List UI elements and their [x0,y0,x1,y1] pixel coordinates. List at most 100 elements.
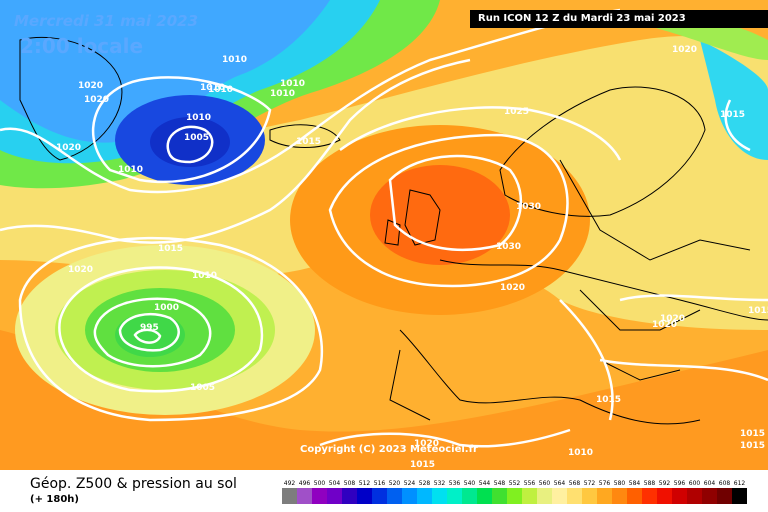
isobar-label: 1020 [660,314,685,324]
colorbar-tick-label: 576 [599,480,611,487]
colorbar-tick-label: 588 [644,480,656,487]
colorbar-cell [462,488,477,504]
colorbar-labels: 492 496 500 504 508 512 516 520 524 528 532 536 540 5… [284,480,746,487]
isobar-995-cutoff [133,328,162,344]
colorbar-tick-label: 580 [614,480,626,487]
model-run-label: Run ICON 12 Z du Mardi 23 mai 2023 [470,10,768,28]
colorbar-cell [327,488,342,504]
colorbar-cell [492,488,507,504]
colorbar-cell [582,488,597,504]
isobar-label: 1010 [192,271,217,281]
colorbar-tick-label: 568 [569,480,581,487]
z500-colorbar: 492 496 500 504 508 512 516 520 524 528 532 536 540 5… [282,480,747,504]
isobar-label: 1015 [296,137,321,147]
isobar-1020-w [0,58,471,244]
isobar-label: 1020 [84,95,109,105]
colorbar-tick-label: 532 [434,480,446,487]
colorbar-tick-label: 556 [524,480,536,487]
z500-field-lightblue [0,0,330,143]
colorbar-cell [417,488,432,504]
colorbar-tick-label: 604 [704,480,716,487]
colorbar-tick-label: 584 [629,480,641,487]
legend-subtitle: (+ 180h) [30,494,79,505]
isobar-1010-cutoff [58,266,264,393]
colorbar-tick-label: 600 [689,480,701,487]
isobar-label: 1010 [280,79,305,89]
colorbar-cell [657,488,672,504]
colorbar-tick-label: 500 [314,480,326,487]
colorbar-cell [717,488,732,504]
isobar-label: 1020 [78,81,103,91]
colorbar-cell [732,488,747,504]
isobar-label: 1020 [56,143,81,153]
isobar-label: 1020 [68,265,93,275]
colorbar-cell [597,488,612,504]
colorbar-tick-label: 608 [719,480,731,487]
iceland-coast [269,124,341,148]
colorbar-cell [702,488,717,504]
colorbar-cell [312,488,327,504]
isobar-label: 1015 [748,306,768,316]
colorbar-cell [402,488,417,504]
colorbar-cell [447,488,462,504]
isobar-label: 1020 [652,320,677,330]
isobar-label: 1015 [158,244,183,254]
colorbar-cell [687,488,702,504]
isobar-label: 1025 [504,107,529,117]
colorbar-cell [477,488,492,504]
colorbar-cell [297,488,312,504]
colorbar-tick-label: 536 [449,480,461,487]
colorbar-cell [612,488,627,504]
colorbar-tick-label: 544 [479,480,491,487]
colorbar-tick-label: 524 [404,480,416,487]
isobar-label: 1020 [500,283,525,293]
isobar-label: 1015 [410,460,435,470]
isobar-label: 1010 [186,113,211,123]
colorbar-tick-label: 508 [344,480,356,487]
z500-ridge-core [370,165,510,265]
colorbar-tick-label: 496 [299,480,311,487]
colorbar-tick-label: 504 [329,480,341,487]
colorbar-tick-label: 548 [494,480,506,487]
colorbar-cell [672,488,687,504]
colorbar-cell [537,488,552,504]
colorbar-tick-label: 552 [509,480,521,487]
colorbar-tick-label: 564 [554,480,566,487]
isobar-label: 1015 [720,110,745,120]
isobar-1000-cutoff [118,313,180,352]
isobar-label: 1000 [154,303,179,313]
copyright-text: Copyright (C) 2023 Meteociel.fr [300,444,478,455]
forecast-time: 2:00 locale [20,34,144,58]
isobar-1025 [339,106,622,161]
isobar-1020-east [619,294,768,302]
colorbar-cell [642,488,657,504]
colorbar-tick-label: 516 [374,480,386,487]
isobar-1015-ne [724,99,751,152]
colorbar-cell [552,488,567,504]
z500-field-south [0,330,768,470]
isobar-label: 1005 [190,383,215,393]
isobar-label: 995 [140,323,159,333]
colorbar-cell [342,488,357,504]
isobar-1020-south [319,428,571,448]
isobar-label: 1015 [740,441,765,451]
legend-title: Géop. Z500 & pression au sol [30,476,237,492]
isobar-label: 1030 [496,242,521,252]
colorbar-cell [357,488,372,504]
isobar-label: 1015 [596,395,621,405]
z500-field-ne-cyan [700,40,768,160]
colorbar-cell [432,488,447,504]
isobar-label: 1005 [184,133,209,143]
isobar-label: 1020 [672,45,697,55]
colorbar-tick-label: 596 [674,480,686,487]
isobar-1005-low [166,125,214,164]
isobar-label: 1010 [568,448,593,458]
isobar-label: 1010 [208,85,233,95]
colorbar-cell [627,488,642,504]
isobar-1005-cutoff [93,297,212,368]
colorbar-cells [282,488,747,504]
isobar-1015-east [559,299,768,421]
isobar-1030 [388,154,523,251]
europe-coast [389,259,768,425]
isobar-label: 1015 [740,429,765,439]
